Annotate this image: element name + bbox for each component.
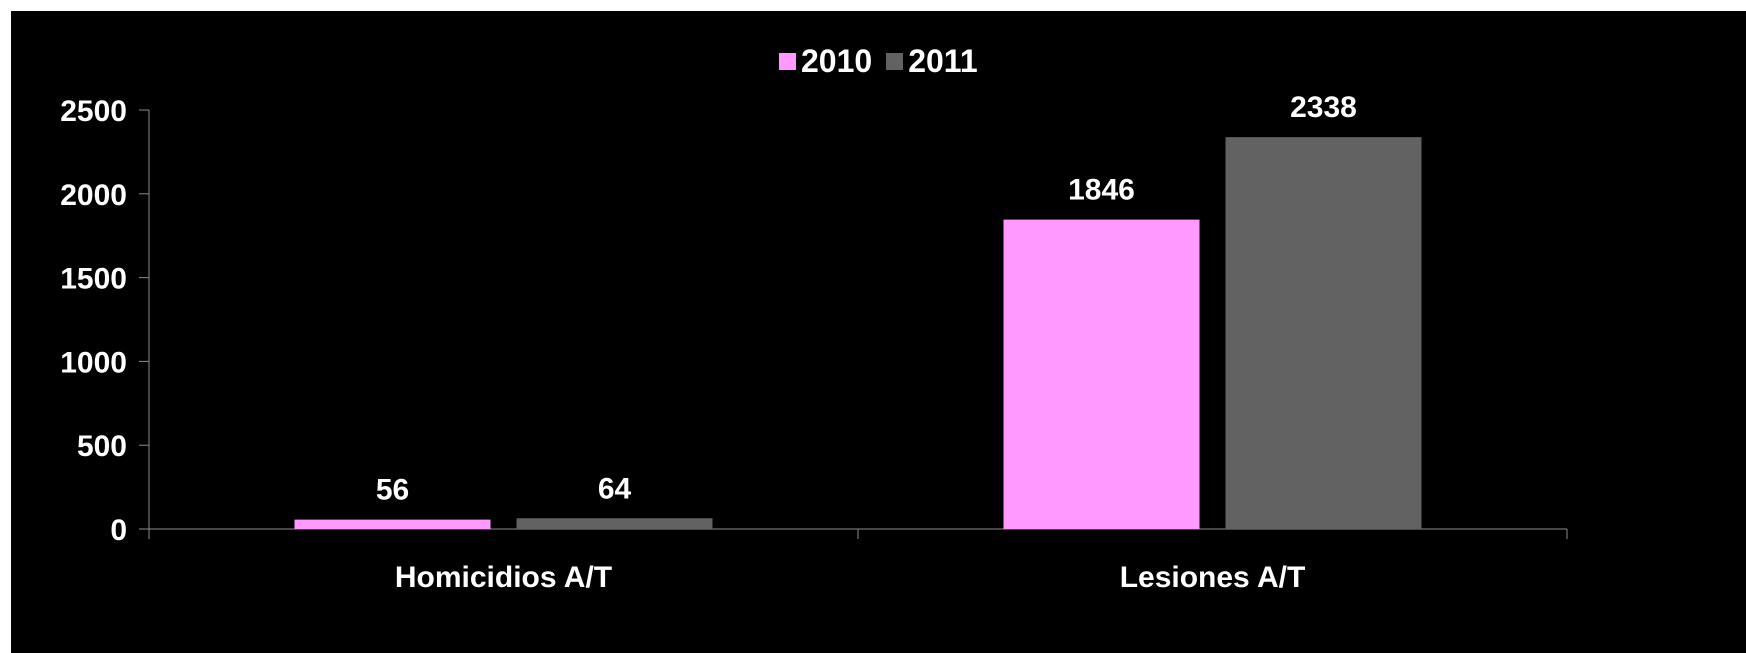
chart-legend: 2010 2011	[779, 41, 992, 81]
y-tick-label: 2000	[60, 179, 127, 212]
y-tick-label: 0	[110, 514, 127, 547]
bar-2011-1	[516, 518, 713, 529]
bar-2010-1	[294, 519, 491, 529]
data-label: 2338	[1290, 91, 1357, 124]
legend-swatch-2011	[886, 52, 904, 70]
y-tick-label: 500	[77, 430, 127, 463]
legend-item-2010: 2010	[779, 43, 872, 80]
legend-item-2011: 2011	[886, 42, 978, 80]
legend-label-2010: 2010	[801, 42, 873, 79]
y-tick-label: 2500	[60, 95, 127, 128]
y-tick-label: 1500	[60, 263, 127, 296]
x-category-label: Lesiones A/T	[1120, 561, 1306, 594]
x-category-label: Homicidios A/T	[395, 561, 612, 594]
bar-chart: 0 500 1000 1500 2000 2500 56 64 Homicidios A/T 18…	[60, 91, 1568, 594]
bar-2010-2	[1003, 219, 1200, 529]
y-tick-label: 1000	[60, 346, 127, 379]
data-label: 56	[376, 474, 409, 507]
bar-2011-2	[1225, 137, 1422, 530]
legend-label-2011: 2011	[908, 42, 978, 79]
data-label: 1846	[1068, 174, 1135, 207]
chart-frame: 2010 2011 0 500 1000 1500 2000 2500 56 64 Homici…	[11, 11, 1746, 653]
legend-swatch-2010	[779, 52, 796, 70]
data-label: 64	[598, 472, 632, 505]
